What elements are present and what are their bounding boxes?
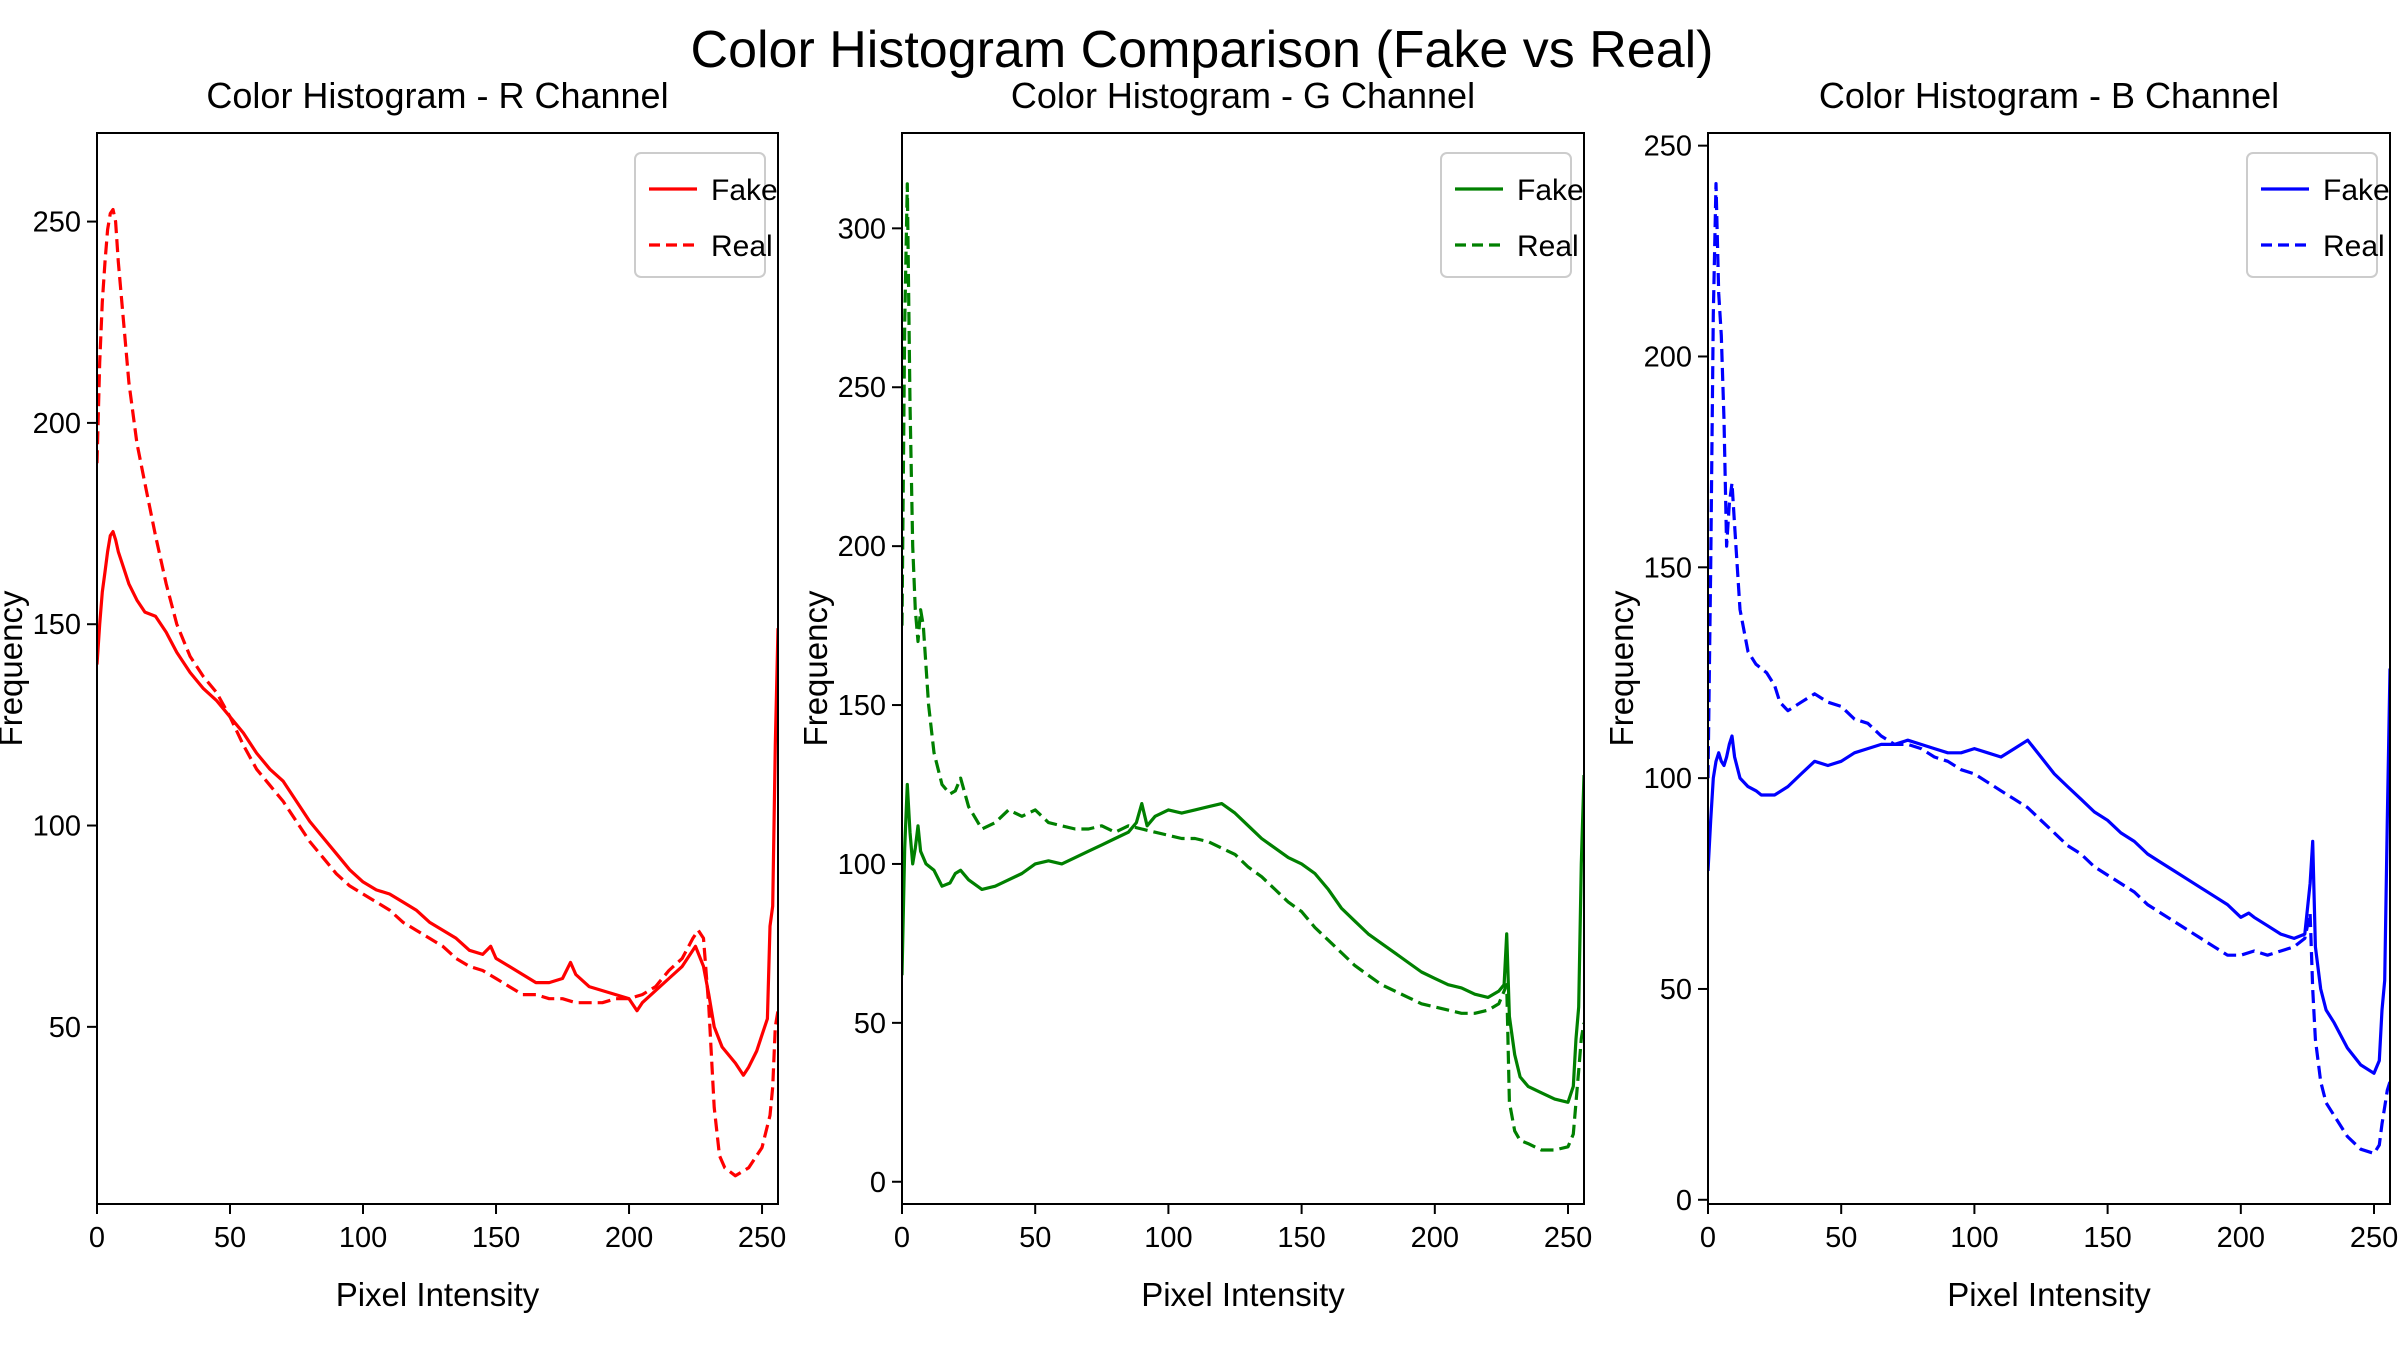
b-channel-x-tick-label: 0 bbox=[1700, 1222, 1716, 1254]
b-channel-y-tick-label: 200 bbox=[1644, 341, 1692, 373]
r-channel-x-tick-label: 100 bbox=[339, 1222, 387, 1254]
g-channel-y-tick-label: 150 bbox=[838, 690, 886, 722]
b-channel-axes-frame bbox=[1707, 132, 2391, 1205]
r-channel-panel: Color Histogram - R Channel 0 50 100 150 200 2… bbox=[0, 75, 786, 1313]
legend-fake-label: Fake bbox=[1517, 174, 1584, 207]
g-channel-x-tick-label: 0 bbox=[894, 1222, 910, 1254]
legend-real-label: Real bbox=[711, 230, 773, 263]
b-channel-x-tick-label: 250 bbox=[2350, 1222, 2398, 1254]
legend-real-label: Real bbox=[2323, 230, 2385, 263]
r-channel-x-tick-label: 50 bbox=[214, 1222, 246, 1254]
figure-title: Color Histogram Comparison (Fake vs Real… bbox=[691, 21, 1714, 79]
g-channel-y-tick-label: 200 bbox=[838, 531, 886, 563]
r-channel-y-tick-label: 50 bbox=[49, 1012, 81, 1044]
r-channel-x-tick-label: 0 bbox=[89, 1222, 105, 1254]
b-channel-x-tick-label: 150 bbox=[2083, 1222, 2131, 1254]
b-channel-plot-area bbox=[1708, 182, 2390, 1155]
legend-fake-label: Fake bbox=[2323, 174, 2390, 207]
g-channel-x-tick-label: 100 bbox=[1144, 1222, 1192, 1254]
b-channel-y-tick-label: 150 bbox=[1644, 552, 1692, 584]
g-channel-fake-line bbox=[902, 774, 1584, 1104]
b-channel-real-line bbox=[1708, 182, 2390, 1155]
r-channel-x-tick-label: 150 bbox=[472, 1222, 520, 1254]
b-channel-y-tick-label: 50 bbox=[1660, 974, 1692, 1006]
r-channel-y-tick-label: 250 bbox=[33, 207, 81, 239]
b-channel-x-tick-label: 200 bbox=[2217, 1222, 2265, 1254]
g-channel-y-tick-label: 50 bbox=[854, 1008, 886, 1040]
r-channel-y-axis-label: Frequency bbox=[0, 590, 29, 746]
g-channel-y-tick-label: 0 bbox=[870, 1167, 886, 1199]
b-channel-legend: Fake Real bbox=[2246, 152, 2390, 278]
r-channel-y-tick-label: 100 bbox=[33, 811, 81, 843]
b-channel-x-tick-label: 50 bbox=[1825, 1222, 1857, 1254]
r-channel-plot-area bbox=[97, 207, 778, 1178]
b-channel-y-tick-label: 250 bbox=[1644, 131, 1692, 163]
g-channel-legend: Fake Real bbox=[1440, 152, 1584, 278]
r-channel-x-tick-label: 250 bbox=[738, 1222, 786, 1254]
b-channel-x-tick-label: 100 bbox=[1950, 1222, 1998, 1254]
g-channel-x-tick-label: 250 bbox=[1544, 1222, 1592, 1254]
legend-real-label: Real bbox=[1517, 230, 1579, 263]
b-channel-y-tick-label: 100 bbox=[1644, 763, 1692, 795]
r-channel-x-axis-label: Pixel Intensity bbox=[336, 1276, 540, 1313]
b-channel-y-axis-label: Frequency bbox=[1603, 590, 1640, 746]
g-channel-x-axis-label: Pixel Intensity bbox=[1141, 1276, 1345, 1313]
r-channel-x-tick-label: 200 bbox=[605, 1222, 653, 1254]
r-channel-legend: Fake Real bbox=[634, 152, 778, 278]
r-channel-real-line bbox=[97, 207, 778, 1178]
g-channel-title: Color Histogram - G Channel bbox=[1011, 75, 1475, 116]
b-channel-x-axis-label: Pixel Intensity bbox=[1947, 1276, 2151, 1313]
b-channel-fake-line bbox=[1708, 668, 2390, 1075]
g-channel-panel: Color Histogram - G Channel 0 50 100 150 200 2… bbox=[797, 75, 1592, 1313]
r-channel-y-tick-label: 150 bbox=[33, 609, 81, 641]
legend-fake-label: Fake bbox=[711, 174, 778, 207]
b-channel-title: Color Histogram - B Channel bbox=[1819, 75, 2279, 116]
g-channel-real-line bbox=[902, 182, 1584, 1152]
b-channel-panel: Color Histogram - B Channel 0 50 100 150 200 2… bbox=[1603, 75, 2398, 1313]
g-channel-x-tick-label: 200 bbox=[1411, 1222, 1459, 1254]
g-channel-plot-area bbox=[902, 182, 1584, 1152]
g-channel-y-axis-label: Frequency bbox=[797, 590, 834, 746]
g-channel-x-tick-label: 50 bbox=[1019, 1222, 1051, 1254]
r-channel-title: Color Histogram - R Channel bbox=[206, 75, 668, 116]
g-channel-y-tick-label: 250 bbox=[838, 372, 886, 404]
b-channel-y-tick-label: 0 bbox=[1676, 1185, 1692, 1217]
r-channel-fake-line bbox=[97, 530, 778, 1077]
g-channel-axes-frame bbox=[901, 132, 1585, 1205]
r-channel-axes-frame bbox=[96, 132, 779, 1205]
g-channel-y-tick-label: 100 bbox=[838, 849, 886, 881]
r-channel-y-tick-label: 200 bbox=[33, 408, 81, 440]
g-channel-x-tick-label: 150 bbox=[1277, 1222, 1325, 1254]
g-channel-y-tick-label: 300 bbox=[838, 213, 886, 245]
